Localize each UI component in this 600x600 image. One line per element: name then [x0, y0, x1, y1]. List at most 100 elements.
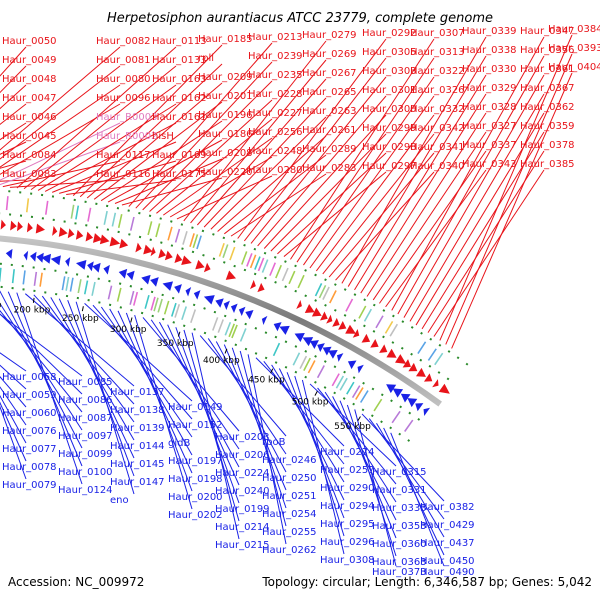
reverse-gene-label: Haur_0147: [110, 477, 165, 488]
forward-label-leader: [0, 65, 121, 160]
reverse-label-leader: [0, 376, 27, 408]
forward-label-leader: [391, 36, 545, 311]
reverse-gene-label: Haur_0060: [2, 408, 57, 419]
forward-gene-label: Haur_0227: [248, 108, 303, 119]
reverse-gene-arrow: [392, 388, 404, 398]
reverse-cog-bar: [190, 309, 197, 323]
forward-label-leader: [315, 114, 435, 272]
forward-gene-arrow: [402, 359, 411, 368]
reverse-gene-arrow: [294, 333, 305, 343]
reverse-cog-bar: [144, 294, 150, 309]
reverse-cog-bar: [307, 360, 316, 374]
forward-label-leader: [0, 84, 27, 110]
forward-gene-arrow: [75, 229, 84, 240]
reverse-gene-arrow: [230, 303, 238, 313]
reverse-label-leader: [0, 386, 27, 426]
forward-gene-label: Haur_0356: [520, 45, 575, 56]
forward-label-leader: [93, 101, 223, 200]
reverse-gene-label: Haur_0077: [2, 444, 57, 455]
forward-gene-label: Haur_0248: [248, 146, 303, 157]
forward-gene-arrow: [67, 228, 75, 239]
forward-gene-label: Haur_0328: [462, 102, 517, 113]
reverse-gene-label: Haur_0437: [420, 538, 475, 549]
forward-gene-arrow: [423, 373, 433, 382]
forward-label-leader: [427, 150, 545, 333]
forward-label-leader: [128, 42, 273, 207]
forward-cog-bar: [427, 348, 437, 361]
forward-cog-bar: [5, 196, 9, 211]
reverse-gene-label: Haur_0197: [168, 456, 223, 467]
forward-gene-label: Haur_0209: [198, 72, 253, 83]
forward-cog-bar: [288, 270, 296, 285]
forward-gene-label: Haur_0213: [248, 32, 303, 43]
forward-cog-bar: [87, 207, 92, 222]
reverse-gene-label: Haur_0353: [372, 521, 427, 532]
forward-gene-arrow: [35, 223, 46, 234]
reverse-gene-label: Haur_0076: [2, 426, 57, 437]
reverse-gene-arrow: [23, 250, 29, 261]
forward-gene-arrow: [225, 270, 237, 280]
forward-cog-bar: [363, 308, 373, 322]
reverse-cog-bar: [316, 365, 325, 379]
forward-cog-bar: [155, 223, 161, 238]
reverse-cog-bar: [129, 290, 135, 305]
reverse-gene-label: Haur_0290: [320, 483, 375, 494]
forward-gene-label: Haur_0367: [520, 83, 575, 94]
forward-label-leader: [445, 53, 573, 345]
reverse-gene-label: Haur_0198: [168, 474, 223, 485]
accession-text: Accession: NC_009972: [8, 575, 144, 589]
forward-label-leader: [303, 76, 435, 266]
forward-gene-label: Haur_0347: [520, 26, 575, 37]
forward-label-leader: [0, 84, 121, 168]
reverse-label-leader: [0, 313, 83, 377]
forward-label-leader: [372, 131, 487, 301]
reverse-gene-arrow: [150, 277, 159, 287]
reverse-gene-arrow: [118, 268, 128, 279]
reverse-label-leader: [75, 301, 135, 495]
reverse-gene-label: Haur_0360: [372, 539, 427, 550]
reverse-gene-arrow: [386, 384, 397, 394]
forward-gene-label: Haur_0220: [198, 167, 253, 178]
reverse-label-leader: [317, 387, 397, 485]
reverse-gene-label: Haur_0240: [215, 486, 270, 497]
forward-gene-label: Haur_0362: [520, 102, 575, 113]
reverse-gene-label: Haur_0490: [420, 567, 475, 578]
forward-gene-arrow: [109, 236, 121, 247]
forward-gene-label: Haur_0045: [2, 131, 57, 142]
forward-label-leader: [79, 63, 223, 198]
forward-gene-arrow: [408, 362, 418, 372]
forward-label-leader: [296, 57, 435, 263]
forward-gene-arrow: [158, 248, 167, 259]
forward-gene-label: Haur_0081: [96, 55, 151, 66]
reverse-label-leader: [16, 292, 83, 485]
forward-gene-label: Haur_0235: [248, 70, 303, 81]
forward-label-leader: [86, 82, 223, 199]
reverse-gene-label: Haur_0333: [372, 503, 427, 514]
reverse-label-leader: [125, 312, 193, 492]
forward-gene-label: Haur_0185: [198, 34, 253, 45]
forward-cog-bar: [389, 323, 399, 337]
reverse-label-leader: [0, 405, 27, 480]
reverse-gene-arrow: [245, 309, 254, 320]
reverse-gene-label: Haur_0138: [110, 405, 165, 416]
reverse-label-leader: [354, 409, 397, 567]
reverse-cog-bar: [116, 287, 122, 302]
scale-tick: [177, 331, 181, 337]
scale-tick-label: 500 kbp: [292, 397, 329, 407]
reverse-cog-bar: [181, 306, 188, 321]
reverse-gene-label: Haur_0331: [372, 485, 427, 496]
forward-label-leader: [277, 152, 387, 255]
forward-label-leader: [0, 141, 121, 186]
reverse-gene-arrow: [87, 261, 94, 272]
forward-gene-arrow: [150, 246, 156, 257]
forward-label-leader: [59, 160, 177, 194]
forward-gene-arrow: [250, 279, 256, 290]
forward-cog-bar: [345, 298, 354, 312]
forward-gene-label: Haur_0228: [248, 89, 303, 100]
forward-cog-bar: [117, 214, 123, 229]
forward-label-leader: [2, 160, 121, 188]
forward-label-leader: [385, 169, 487, 308]
reverse-gene-arrow: [302, 337, 314, 347]
reverse-gene-label: Haur_0145: [110, 459, 165, 470]
forward-gene-arrow: [345, 324, 356, 334]
